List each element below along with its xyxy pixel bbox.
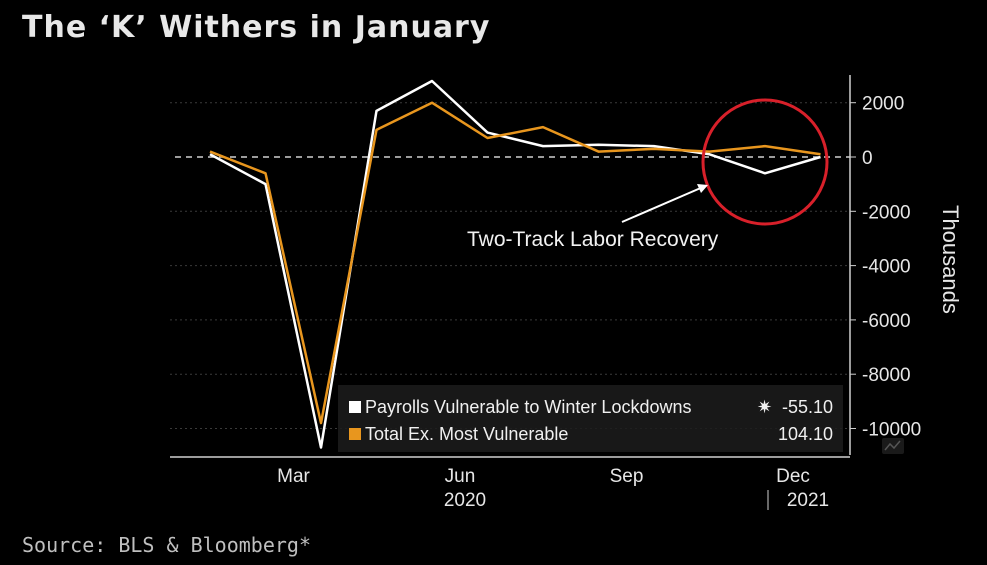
y-tick-label: -2000	[862, 202, 911, 223]
legend-value-total: 104.10	[778, 424, 833, 444]
legend-label-total: Total Ex. Most Vulnerable	[365, 424, 568, 444]
legend-marker-payrolls: ✷	[757, 397, 772, 417]
y-tick-label: -8000	[862, 365, 911, 386]
y-axis-label: Thousands	[938, 205, 963, 314]
legend-swatch-payrolls	[349, 401, 361, 413]
chart-title: The ‘K’ Withers in January	[22, 10, 491, 45]
highlight-circle	[701, 98, 829, 226]
legend-value-payrolls: -55.10	[782, 397, 833, 417]
data-points	[209, 80, 821, 448]
gridlines	[170, 102, 850, 429]
y-tick-label: -6000	[862, 311, 911, 332]
source-note: Source: BLS & Bloomberg*	[22, 533, 311, 557]
legend-box	[338, 385, 843, 452]
legend-swatch-total	[349, 428, 361, 440]
y-tick-label: 0	[862, 148, 873, 169]
x-year-label: 2020	[444, 490, 486, 511]
x-tick-labels: Mar Jun Sep Dec 2020 2021	[277, 466, 829, 511]
x-tick-label: Mar	[277, 466, 310, 487]
y-tick-label: 2000	[862, 94, 904, 115]
annotation-arrow	[621, 184, 708, 223]
y-tick-label: -4000	[862, 257, 911, 278]
x-tick-label: Sep	[610, 466, 644, 487]
chart-options-icon[interactable]	[882, 438, 904, 454]
series-line-payrolls-vulnerable	[209, 79, 821, 449]
legend-label-payrolls: Payrolls Vulnerable to Winter Lockdowns	[365, 397, 692, 417]
x-tick-label: Dec	[776, 466, 810, 487]
legend: Payrolls Vulnerable to Winter Lockdowns …	[338, 385, 843, 452]
x-year-label: 2021	[787, 490, 829, 511]
annotation-text: Two-Track Labor Recovery	[467, 228, 719, 251]
x-tick-label: Jun	[445, 466, 476, 487]
y-tick-labels: 2000 0 -2000 -4000 -6000 -8000 -10000	[850, 94, 921, 441]
series-line-total-ex-vulnerable	[209, 101, 821, 425]
y-tick-label: -10000	[862, 420, 921, 441]
